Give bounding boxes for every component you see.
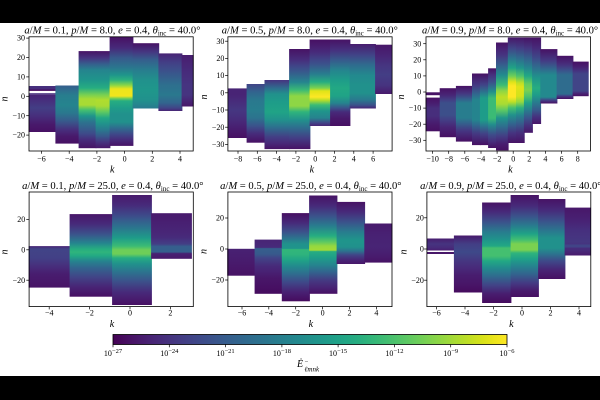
- svg-text:−20: −20: [409, 120, 422, 129]
- svg-text:10−18: 10−18: [273, 348, 291, 358]
- svg-text:2: 2: [150, 155, 154, 164]
- svg-text:−2: −2: [489, 309, 498, 318]
- svg-text:−6: −6: [238, 309, 247, 318]
- svg-text:20: 20: [17, 53, 25, 62]
- svg-text:0: 0: [220, 245, 224, 254]
- svg-text:−4: −4: [45, 309, 54, 318]
- svg-text:0: 0: [21, 92, 25, 101]
- svg-text:10−21: 10−21: [217, 348, 235, 358]
- svg-text:30: 30: [17, 34, 25, 43]
- svg-text:10: 10: [216, 71, 224, 80]
- svg-text:0: 0: [220, 88, 224, 97]
- svg-text:a/M = 0.5, p/M = 8.0, e = 0.: a/M = 0.5, p/M = 8.0, e = 0.4, θinc = 40…: [222, 26, 398, 38]
- svg-text:n: n: [0, 97, 11, 102]
- svg-text:Ė: Ė: [296, 358, 303, 370]
- svg-text:−20: −20: [212, 123, 225, 132]
- svg-text:10−15: 10−15: [329, 348, 347, 358]
- svg-text:−10: −10: [409, 104, 422, 113]
- svg-text:−: −: [305, 359, 309, 366]
- svg-text:10: 10: [413, 72, 421, 81]
- svg-text:k: k: [110, 165, 115, 176]
- svg-text:0: 0: [128, 309, 132, 318]
- svg-text:20: 20: [216, 54, 224, 63]
- svg-text:4: 4: [178, 155, 182, 164]
- svg-text:k: k: [508, 165, 513, 176]
- svg-text:0: 0: [123, 155, 127, 164]
- svg-text:−6: −6: [461, 155, 470, 164]
- svg-text:−20: −20: [411, 276, 424, 285]
- svg-text:n: n: [199, 249, 210, 254]
- svg-text:−4: −4: [265, 309, 274, 318]
- svg-text:20: 20: [413, 55, 421, 64]
- svg-text:2: 2: [168, 309, 172, 318]
- svg-text:−2: −2: [93, 155, 102, 164]
- svg-text:20: 20: [416, 213, 424, 222]
- svg-text:−2: −2: [85, 309, 94, 318]
- svg-text:0: 0: [520, 309, 524, 318]
- svg-text:4: 4: [543, 155, 547, 164]
- svg-text:−30: −30: [409, 136, 422, 145]
- svg-text:0: 0: [313, 155, 317, 164]
- svg-text:6: 6: [560, 155, 564, 164]
- svg-text:n: n: [398, 250, 409, 255]
- svg-text:−6: −6: [432, 309, 441, 318]
- svg-text:k: k: [509, 319, 514, 330]
- svg-text:4: 4: [374, 309, 378, 318]
- svg-text:−10: −10: [212, 106, 225, 115]
- svg-text:a/M = 0.1, p/M = 8.0, e = 0.: a/M = 0.1, p/M = 8.0, e = 0.4, θinc = 40…: [24, 26, 200, 38]
- svg-text:10−6: 10−6: [500, 348, 516, 358]
- svg-text:a/M = 0.9, p/M = 25.0, e = 0: a/M = 0.9, p/M = 25.0, e = 0.4, θinc = 4…: [420, 181, 600, 193]
- svg-text:20: 20: [216, 214, 224, 223]
- svg-text:0: 0: [511, 155, 515, 164]
- svg-text:−2: −2: [493, 155, 502, 164]
- svg-text:n: n: [199, 95, 210, 100]
- svg-text:10−12: 10−12: [385, 348, 403, 358]
- svg-text:10: 10: [17, 73, 25, 82]
- svg-text:30: 30: [413, 39, 421, 48]
- svg-text:4: 4: [352, 155, 356, 164]
- svg-text:k: k: [309, 319, 314, 330]
- svg-text:6: 6: [371, 155, 375, 164]
- svg-text:2: 2: [527, 155, 531, 164]
- svg-text:−30: −30: [212, 140, 225, 149]
- svg-text:−20: −20: [211, 276, 224, 285]
- svg-text:4: 4: [577, 309, 581, 318]
- svg-text:0: 0: [321, 309, 325, 318]
- svg-text:−10: −10: [12, 111, 25, 120]
- svg-text:2: 2: [549, 309, 553, 318]
- svg-text:ℓmnk: ℓmnk: [304, 366, 320, 374]
- svg-text:a/M = 0.5, p/M = 25.0, e = 0: a/M = 0.5, p/M = 25.0, e = 0.4, θinc = 4…: [220, 181, 401, 193]
- svg-text:−4: −4: [65, 155, 74, 164]
- svg-text:−2: −2: [291, 309, 300, 318]
- svg-text:a/M = 0.9, p/M = 8.0, e = 0.: a/M = 0.9, p/M = 8.0, e = 0.4, θinc = 40…: [422, 26, 598, 38]
- svg-text:8: 8: [576, 155, 580, 164]
- svg-text:0: 0: [21, 245, 25, 254]
- svg-text:n: n: [0, 250, 11, 255]
- svg-text:−4: −4: [272, 155, 281, 164]
- svg-text:a/M = 0.1, p/M = 25.0, e = 0: a/M = 0.1, p/M = 25.0, e = 0.4, θinc = 4…: [22, 181, 203, 193]
- svg-text:2: 2: [333, 155, 337, 164]
- svg-text:10−24: 10−24: [160, 348, 179, 358]
- svg-text:−20: −20: [12, 131, 25, 140]
- svg-text:−10: −10: [426, 155, 439, 164]
- svg-text:0: 0: [420, 245, 424, 254]
- svg-text:−20: −20: [13, 276, 26, 285]
- svg-text:2: 2: [348, 309, 352, 318]
- svg-text:−8: −8: [444, 155, 453, 164]
- svg-text:−2: −2: [292, 155, 301, 164]
- svg-text:k: k: [110, 319, 115, 330]
- svg-text:10−27: 10−27: [104, 348, 123, 358]
- svg-text:−8: −8: [234, 155, 243, 164]
- svg-text:−6: −6: [253, 155, 262, 164]
- svg-text:0: 0: [417, 88, 421, 97]
- svg-text:−4: −4: [477, 155, 486, 164]
- svg-text:10−9: 10−9: [443, 348, 458, 358]
- svg-text:k: k: [310, 165, 315, 176]
- svg-text:−4: −4: [461, 309, 470, 318]
- svg-text:n: n: [396, 95, 407, 100]
- svg-text:−6: −6: [37, 155, 46, 164]
- svg-text:30: 30: [216, 37, 224, 46]
- svg-text:20: 20: [17, 215, 25, 224]
